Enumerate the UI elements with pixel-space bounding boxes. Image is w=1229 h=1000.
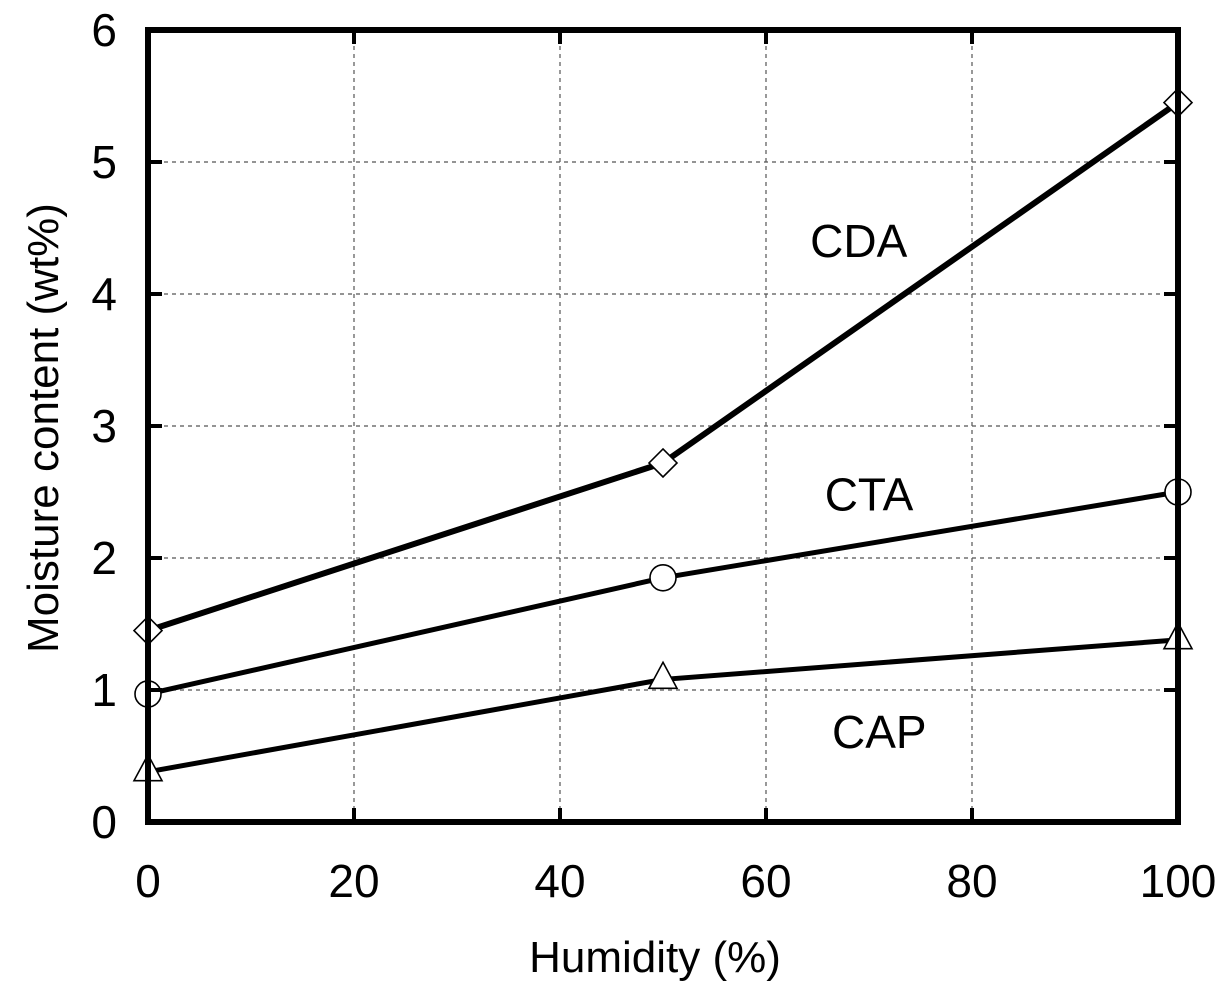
marker-cta-50: [649, 563, 677, 592]
marker-cap-50: [647, 660, 679, 690]
y-tick-label-5: 5: [91, 136, 117, 188]
y-tick-label-1: 1: [91, 664, 117, 716]
x-tick-label-80: 80: [946, 855, 997, 907]
y-tick-label-3: 3: [91, 400, 117, 452]
y-tick-label-2: 2: [91, 532, 117, 584]
x-axis-label: Humidity (%): [529, 933, 781, 982]
x-tick-label-60: 60: [740, 855, 791, 907]
x-tick-label-100: 100: [1140, 855, 1217, 907]
y-tick-label-4: 4: [91, 268, 117, 320]
axis-tick-labels: 0 20 40 60 80 100 0 1 2 3 4 5 6: [91, 4, 1216, 907]
x-tick-label-0: 0: [135, 855, 161, 907]
series-label-cda: CDA: [810, 215, 907, 267]
series-labels: CDA CTA CAP: [810, 215, 926, 758]
series-label-cta: CTA: [825, 469, 914, 521]
y-axis-label: Moisture content (wt%): [19, 203, 68, 653]
x-tick-label-40: 40: [534, 855, 585, 907]
axis-ticks: [148, 30, 1178, 822]
series-label-cap: CAP: [832, 706, 927, 758]
x-tick-label-20: 20: [328, 855, 379, 907]
grid: [148, 30, 1178, 822]
y-tick-label-0: 0: [91, 796, 117, 848]
marker-cda-50: [647, 447, 679, 479]
y-tick-label-6: 6: [91, 4, 117, 56]
series-markers: [132, 87, 1194, 782]
series-line-cda: [147, 100, 1180, 634]
